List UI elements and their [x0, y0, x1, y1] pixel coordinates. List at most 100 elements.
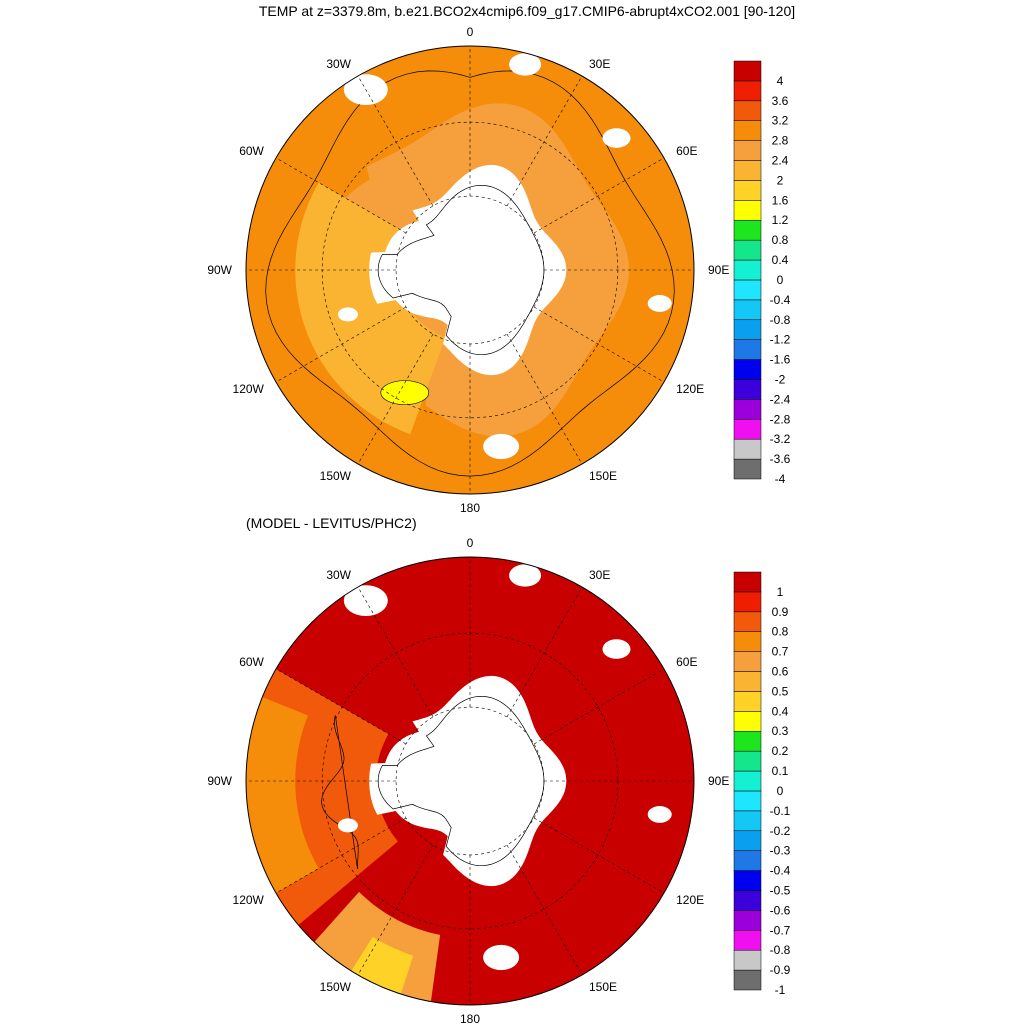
colorbar-swatch [733, 399, 762, 420]
meridian-line [506, 75, 583, 207]
colorbar-label: -0.2 [770, 824, 791, 838]
colorbar-label: 0.6 [772, 665, 789, 679]
colorbar-swatch [733, 100, 762, 121]
masked-gap [602, 639, 631, 659]
colorbar-label: -4 [775, 472, 786, 486]
bottom-lon-labels: 0 30E 60E 90E 120E 150E 180 150W 120W 90W 60W 30W [207, 536, 729, 1024]
lon-label: 120W [233, 382, 265, 396]
bottom-panel: (MODEL - LEVITUS/PHC2) 0 30E 60E 90E 120E 150… [207, 515, 790, 1024]
colorbar-label: 0.5 [772, 684, 789, 698]
masked-gap [647, 295, 672, 312]
lon-label: 90W [207, 263, 232, 277]
colorbar-swatch [733, 770, 762, 792]
meridian-line [357, 844, 434, 976]
colorbar-swatch [733, 299, 762, 321]
masked-gap [483, 944, 520, 971]
meridian-line [357, 75, 434, 207]
lon-label: 60W [239, 144, 264, 158]
meridian-line [533, 668, 665, 745]
contour-line [321, 715, 359, 869]
top-polar-map [245, 45, 695, 495]
colorbar-label: 0.2 [772, 744, 789, 758]
colorbar-swatch [733, 279, 762, 301]
colorbar-swatch [733, 790, 762, 812]
lon-label: 90W [207, 774, 232, 788]
meridian-line [533, 817, 665, 894]
lon-label: 180 [460, 501, 480, 515]
bottom-colorbar: -1 -0.9 -0.8 -0.7 -0.6 -0.5 -0.4 -0.3 -0.2 -0.1 0 0… [733, 571, 791, 997]
colorbar-swatch [733, 651, 762, 672]
ross-green-patch [380, 380, 430, 405]
colorbar-swatch [733, 339, 762, 360]
lon-label: 120E [676, 893, 704, 907]
colorbar-label: -0.9 [770, 963, 791, 977]
meridian-line [357, 333, 434, 465]
colorbar-swatch [733, 60, 762, 82]
colorbar-label: 3.6 [772, 94, 789, 108]
colorbar-swatch [733, 160, 762, 181]
colorbar-swatch [733, 458, 762, 480]
colorbar-swatch [733, 359, 762, 380]
colorbar-label: -0.7 [770, 923, 791, 937]
meridian-line [506, 586, 583, 718]
colorbar-label: 0.8 [772, 625, 789, 639]
lon-label: 30E [589, 57, 610, 71]
colorbar-swatch [733, 930, 762, 951]
colorbar-label: 1.6 [772, 193, 789, 207]
bottom-polar-map [245, 556, 695, 1006]
lon-label: 180 [460, 1012, 480, 1024]
colorbar-label: 0.4 [772, 704, 789, 718]
lon-label: 120E [676, 382, 704, 396]
colorbar-swatch [733, 219, 762, 241]
lon-label: 30W [326, 568, 351, 582]
lon-label: 30E [589, 568, 610, 582]
map-border [245, 45, 695, 495]
colorbar-label: -3.2 [770, 432, 791, 446]
colorbar-label: 0 [777, 784, 784, 798]
colorbar-label: -0.6 [770, 903, 791, 917]
colorbar-label: 4 [777, 74, 784, 88]
lon-label: 150E [589, 469, 617, 483]
colorbar-swatch [733, 140, 762, 161]
lon-label: 0 [467, 25, 474, 39]
colorbar-label: -0.8 [770, 943, 791, 957]
masked-gap [602, 128, 631, 148]
colorbar-label: 0.7 [772, 645, 789, 659]
meridian-line [533, 157, 665, 234]
colorbar-label: 0.9 [772, 605, 789, 619]
colorbar-label: -1 [775, 983, 786, 997]
meridian-line [533, 306, 665, 383]
lon-label: 150E [589, 980, 617, 994]
map-fill [246, 557, 694, 1005]
bottom-plot-title: (MODEL - LEVITUS/PHC2) [246, 515, 417, 531]
lon-label: 60W [239, 655, 264, 669]
meridian-line [506, 333, 583, 465]
colorbar-swatch [733, 750, 762, 772]
colorbar-swatch [733, 830, 762, 851]
colorbar-label: -3.6 [770, 452, 791, 466]
masked-gap [647, 806, 672, 823]
colorbar-swatch [733, 890, 762, 911]
meridian-line [275, 157, 407, 234]
lon-label: 0 [467, 536, 474, 550]
colorbar-swatch [733, 379, 762, 400]
colorbar-label: -1.6 [770, 353, 791, 367]
meridian-line [506, 844, 583, 976]
colorbar-label: -0.5 [770, 884, 791, 898]
masked-gap [483, 433, 520, 460]
colorbar-swatch [733, 591, 762, 613]
meridian-line [357, 586, 434, 718]
colorbar-swatch [733, 810, 762, 832]
colorbar-swatch [733, 239, 762, 261]
colorbar-swatch [733, 200, 762, 221]
colorbar-swatch [733, 730, 762, 752]
meridian-line [275, 668, 407, 745]
colorbar-label: 0 [777, 273, 784, 287]
top-panel: TEMP at z=3379.8m, b.e21.BCO2x4cmip6.f09… [207, 3, 795, 515]
colorbar-label: 0.1 [772, 764, 789, 778]
masked-gap [509, 53, 542, 76]
colorbar-swatch [733, 571, 762, 593]
meridian-line [275, 817, 407, 894]
masked-gap [337, 818, 358, 833]
